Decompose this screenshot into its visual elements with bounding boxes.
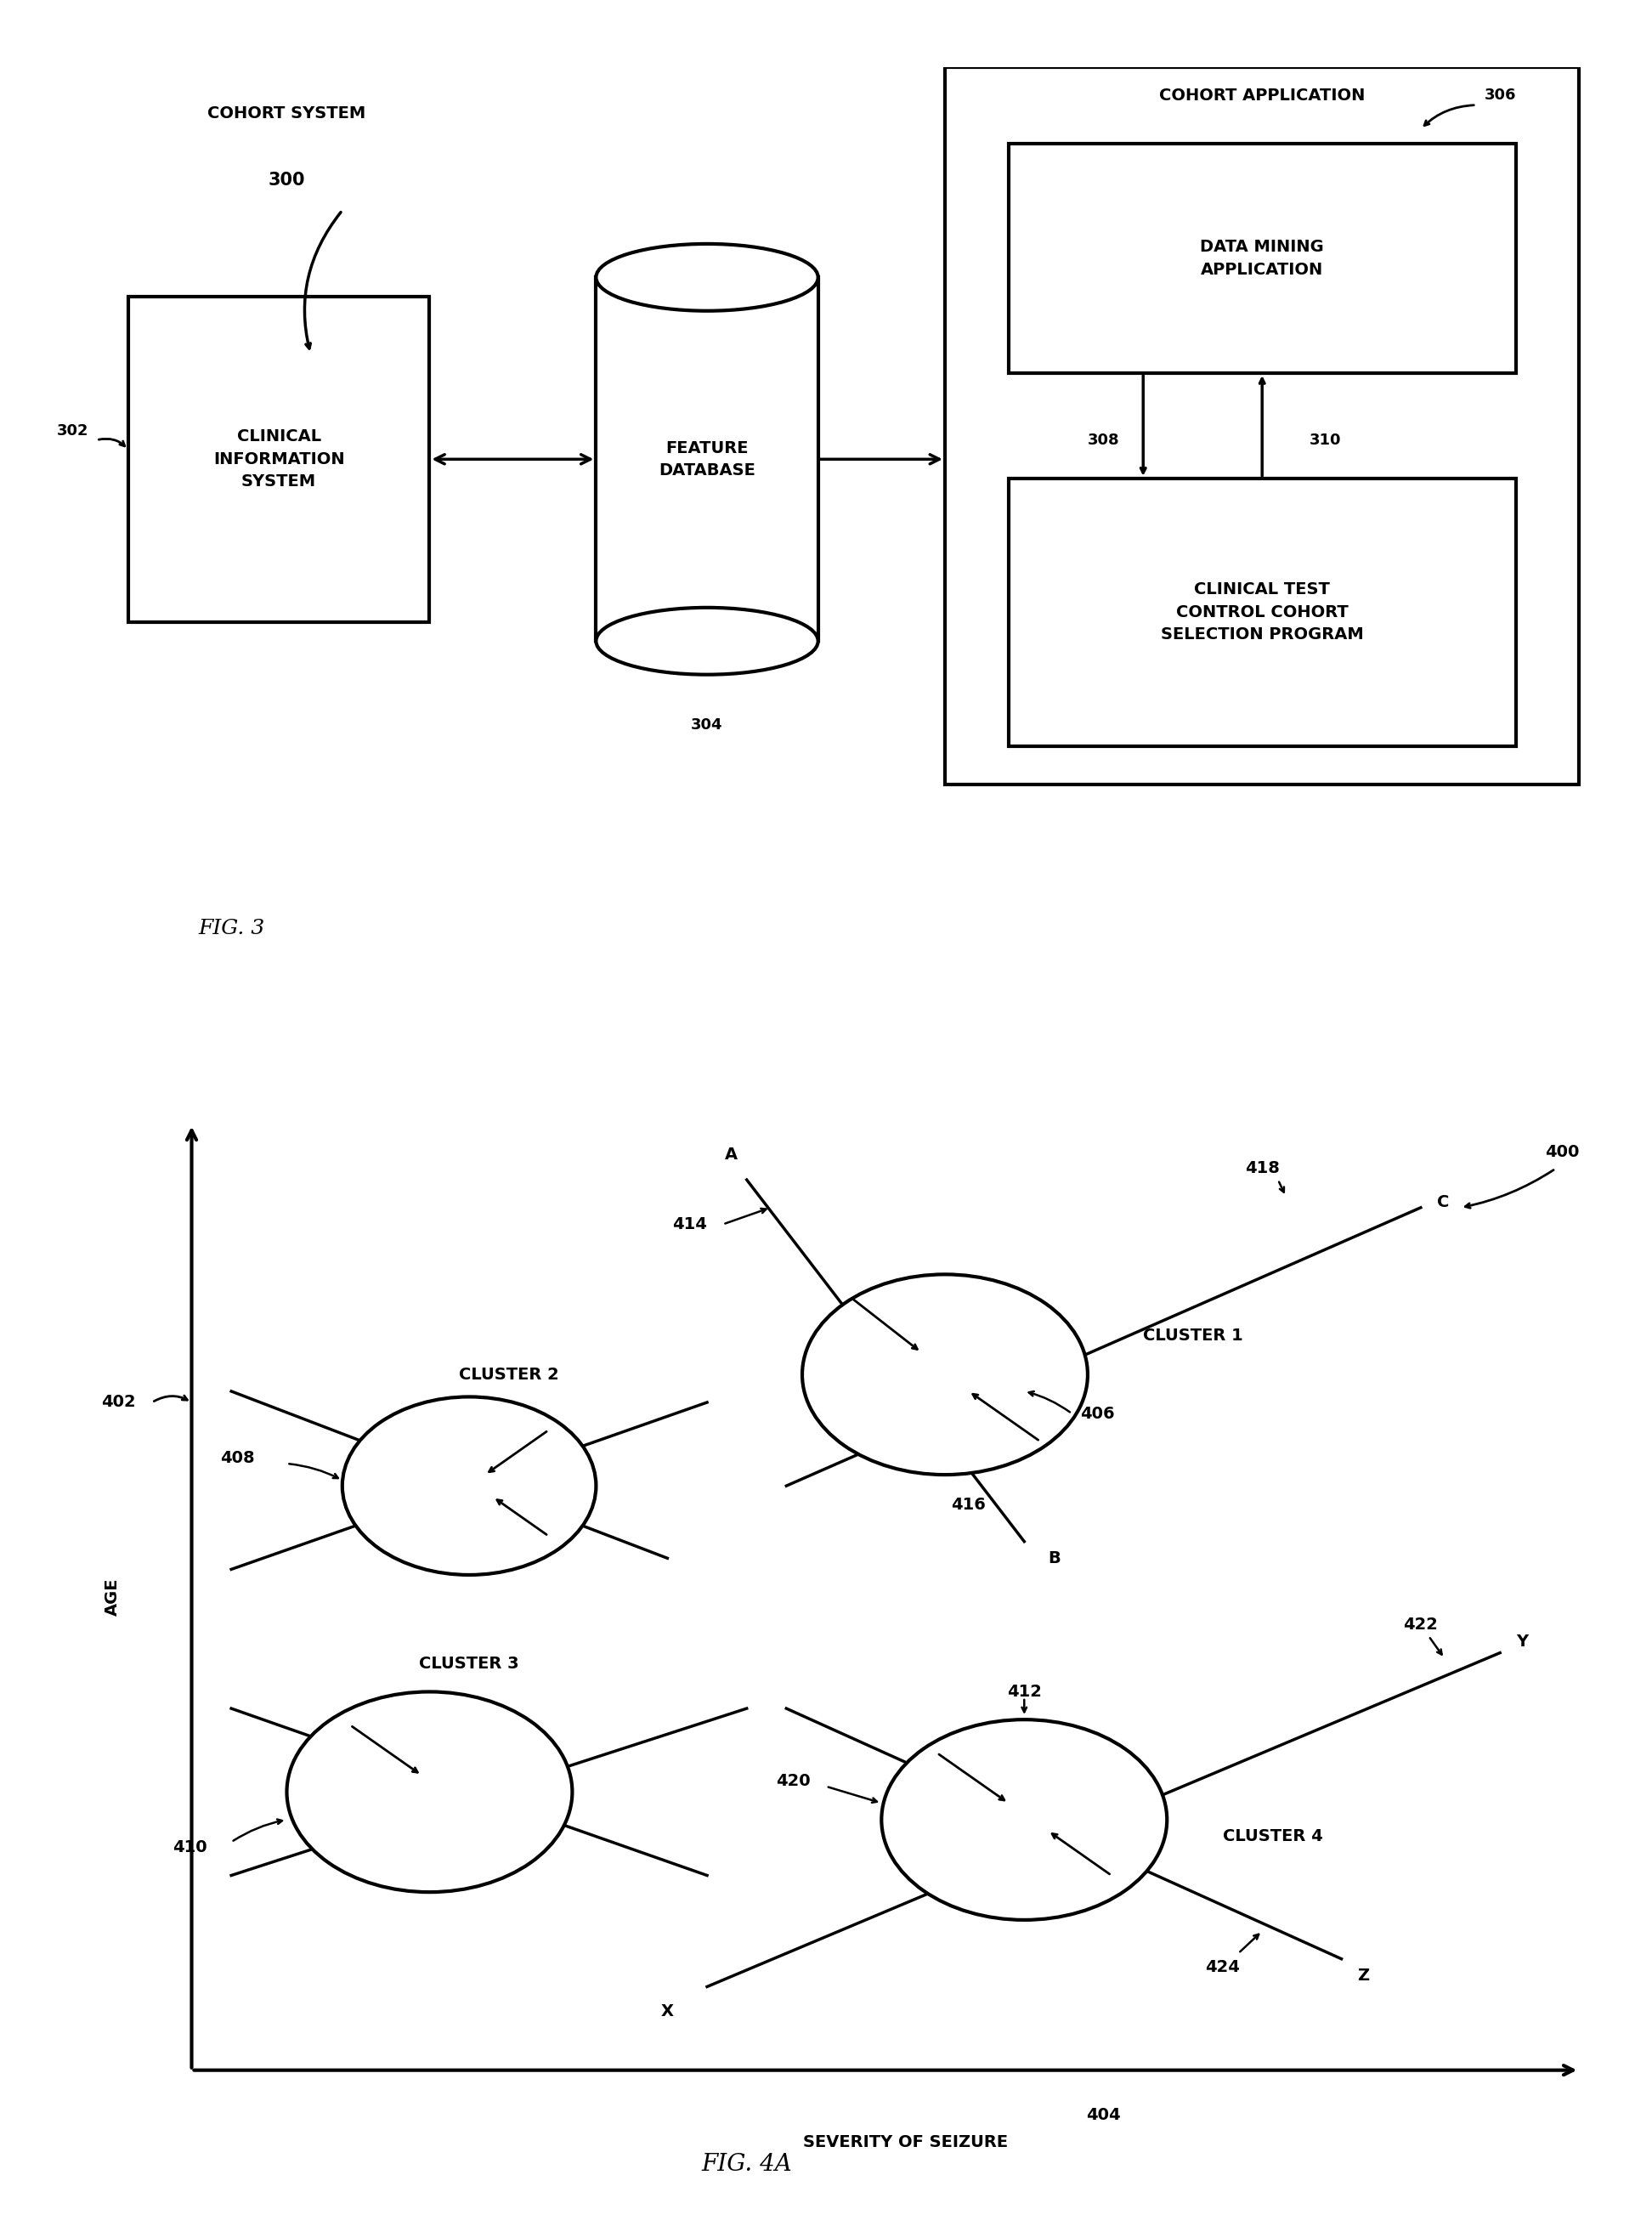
Text: CLINICAL TEST
CONTROL COHORT
SELECTION PROGRAM: CLINICAL TEST CONTROL COHORT SELECTION P… xyxy=(1161,581,1363,643)
Text: 300: 300 xyxy=(268,171,306,189)
Text: 402: 402 xyxy=(102,1393,135,1411)
Text: Z: Z xyxy=(1358,1968,1370,1983)
Text: 306: 306 xyxy=(1483,87,1517,102)
Text: SEVERITY OF SEIZURE: SEVERITY OF SEIZURE xyxy=(803,2135,1008,2150)
Text: CLUSTER 1: CLUSTER 1 xyxy=(1143,1327,1244,1345)
Text: CLUSTER 3: CLUSTER 3 xyxy=(420,1656,519,1672)
Text: 422: 422 xyxy=(1403,1616,1439,1634)
Text: 304: 304 xyxy=(691,717,724,732)
Text: 310: 310 xyxy=(1310,432,1341,447)
Text: 418: 418 xyxy=(1244,1160,1280,1178)
Text: 406: 406 xyxy=(1080,1405,1113,1422)
Text: B: B xyxy=(1047,1549,1061,1567)
Text: FIG. 4A: FIG. 4A xyxy=(702,2153,791,2177)
Text: DATA MINING
APPLICATION: DATA MINING APPLICATION xyxy=(1201,238,1323,278)
Text: FEATURE
DATABASE: FEATURE DATABASE xyxy=(659,441,755,479)
Text: 416: 416 xyxy=(952,1496,986,1514)
Ellipse shape xyxy=(596,608,818,674)
Text: 420: 420 xyxy=(776,1772,809,1790)
Circle shape xyxy=(803,1273,1087,1474)
Text: 408: 408 xyxy=(221,1449,254,1467)
Bar xyxy=(945,67,1579,784)
Bar xyxy=(129,296,430,621)
Circle shape xyxy=(342,1398,596,1576)
Text: A: A xyxy=(725,1146,737,1162)
Bar xyxy=(596,278,818,641)
Text: AGE: AGE xyxy=(104,1578,121,1616)
Text: 424: 424 xyxy=(1204,1959,1241,1974)
Text: 404: 404 xyxy=(1087,2106,1120,2124)
Circle shape xyxy=(287,1692,572,1892)
Text: CLINICAL
INFORMATION
SYSTEM: CLINICAL INFORMATION SYSTEM xyxy=(213,430,345,490)
Text: COHORT SYSTEM: COHORT SYSTEM xyxy=(208,105,367,120)
Circle shape xyxy=(882,1718,1166,1919)
Ellipse shape xyxy=(596,245,818,312)
Text: 410: 410 xyxy=(173,1839,208,1856)
Text: 414: 414 xyxy=(672,1215,707,1233)
Text: Y: Y xyxy=(1517,1634,1528,1649)
Bar xyxy=(1008,142,1517,374)
Text: CLUSTER 2: CLUSTER 2 xyxy=(459,1367,558,1382)
Bar xyxy=(1008,479,1517,746)
Text: 308: 308 xyxy=(1087,432,1120,447)
Text: 412: 412 xyxy=(1006,1683,1042,1701)
Text: CLUSTER 4: CLUSTER 4 xyxy=(1222,1828,1323,1845)
Text: FIG. 3: FIG. 3 xyxy=(198,919,264,937)
Text: 400: 400 xyxy=(1545,1144,1579,1160)
Text: COHORT APPLICATION: COHORT APPLICATION xyxy=(1160,87,1365,105)
Text: X: X xyxy=(661,2003,674,2019)
Text: 302: 302 xyxy=(56,423,89,439)
Text: C: C xyxy=(1437,1193,1449,1211)
